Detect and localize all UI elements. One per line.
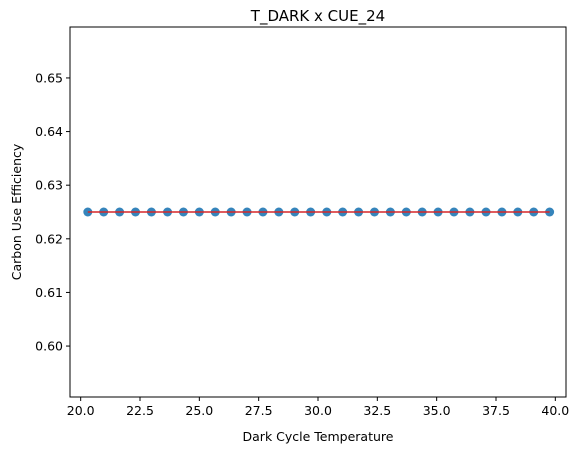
x-tick-label: 37.5 bbox=[482, 403, 510, 418]
x-tick-label: 40.0 bbox=[541, 403, 569, 418]
ticks-layer: 20.0 22.5 25.0 27.5 30.0 32.5 35.0 37.5 40.0 0.60… bbox=[35, 70, 569, 418]
chart-title: T_DARK x CUE_24 bbox=[250, 7, 385, 26]
y-tick-label: 0.60 bbox=[35, 339, 63, 354]
x-tick-label: 35.0 bbox=[423, 403, 451, 418]
y-tick-label: 0.61 bbox=[35, 285, 63, 300]
x-tick-label: 32.5 bbox=[363, 403, 391, 418]
marks-layer bbox=[83, 207, 555, 217]
y-tick-label: 0.64 bbox=[35, 124, 63, 139]
y-tick-label: 0.65 bbox=[35, 70, 63, 85]
x-tick-label: 30.0 bbox=[304, 403, 332, 418]
x-tick-label: 22.5 bbox=[126, 403, 154, 418]
x-tick-label: 27.5 bbox=[245, 403, 273, 418]
y-tick-label: 0.63 bbox=[35, 178, 63, 193]
plot-frame bbox=[69, 26, 567, 398]
y-tick-label: 0.62 bbox=[35, 231, 63, 246]
x-axis-label: Dark Cycle Temperature bbox=[243, 429, 394, 444]
x-tick-label: 25.0 bbox=[185, 403, 213, 418]
x-tick-label: 20.0 bbox=[67, 403, 95, 418]
y-axis-label: Carbon Use Efficiency bbox=[9, 143, 24, 280]
